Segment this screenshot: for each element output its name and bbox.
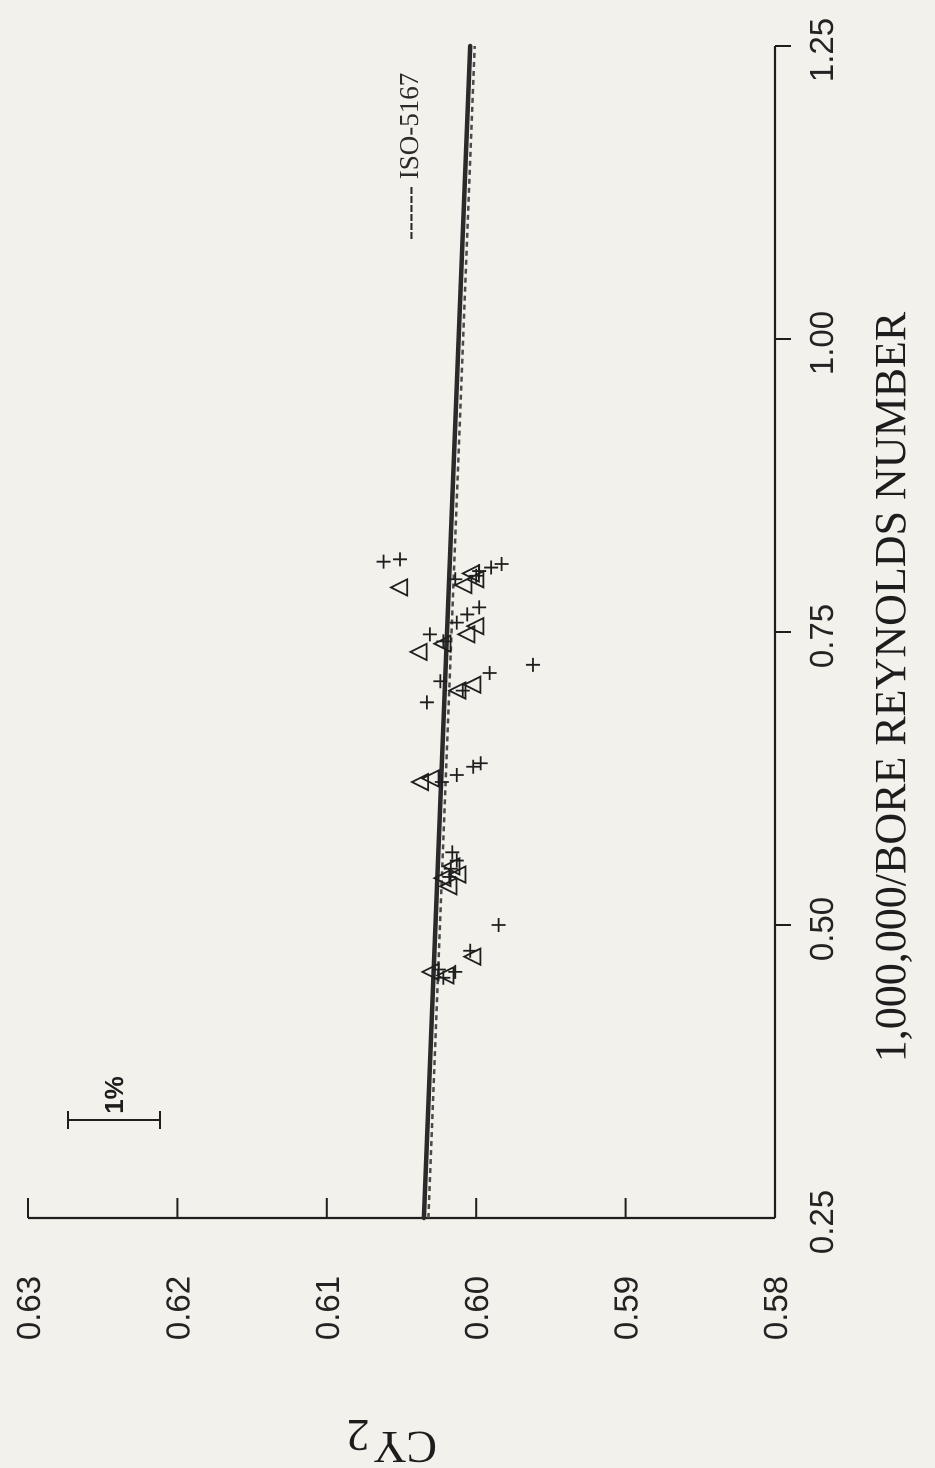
fit-line-dashed: [427, 45, 476, 1219]
fit-line-solid: [421, 43, 473, 1221]
x-tick-label: 1.00: [803, 311, 840, 375]
plus-marker: [473, 756, 488, 771]
plus-marker: [376, 554, 391, 569]
scale-bar-label: 1%: [99, 1076, 129, 1114]
triangle-marker: [441, 856, 461, 876]
triangle-marker: [420, 962, 440, 982]
y-tick-label: 0.62: [159, 1276, 196, 1340]
plus-marker: [472, 600, 487, 615]
triangle-marker: [388, 577, 409, 598]
triangle-marker: [447, 865, 467, 885]
y-tick-label: 0.59: [608, 1276, 645, 1340]
y-axis-title: CY: [373, 1422, 437, 1468]
triangle-marker: [465, 569, 485, 589]
y-tick-label: 0.60: [458, 1276, 495, 1340]
triangle-marker: [432, 634, 452, 654]
plus-marker: [466, 759, 481, 774]
plus-marker: [448, 572, 463, 587]
triangle-marker: [462, 675, 482, 695]
y-axis-title-subscript: 2: [347, 1410, 370, 1461]
plus-marker: [460, 607, 475, 622]
y-tick-label: 0.63: [10, 1276, 47, 1340]
x-tick-label: 1.25: [803, 18, 840, 82]
triangle-marker: [465, 616, 485, 636]
triangle-marker: [453, 575, 473, 595]
x-axis-title: 1,000,000/BORE REYNOLDS NUMBER: [866, 311, 915, 1062]
y-tick-label: 0.61: [309, 1276, 346, 1340]
plus-marker: [491, 918, 506, 932]
triangle-marker: [438, 876, 458, 896]
triangle-marker: [432, 868, 452, 888]
plus-marker: [445, 845, 460, 860]
plus-marker: [448, 964, 463, 979]
legend-series-name: ISO-5167: [394, 73, 424, 186]
triangle-marker: [420, 768, 440, 789]
plus-marker: [494, 557, 509, 572]
legend-dash-sample: ------: [394, 186, 424, 240]
plus-marker: [482, 666, 497, 681]
plus-marker: [455, 683, 470, 698]
plus-marker: [434, 775, 449, 790]
plus-marker: [484, 560, 499, 575]
x-tick-label: 0.25: [803, 1190, 840, 1254]
triangle-marker: [456, 624, 476, 644]
plus-marker: [419, 695, 434, 710]
plus-marker: [525, 657, 540, 672]
chart-labels: 0.25 0.50 0.75 1.00 1.25 0.58 0.59 0.60 0.61 0.62…: [10, 18, 915, 1468]
plus-marker: [449, 767, 464, 782]
triangle-marker: [462, 947, 482, 967]
plus-marker: [422, 627, 437, 642]
plus-marker: [393, 552, 408, 567]
triangle-marker: [447, 681, 467, 701]
fit-lines: [421, 43, 476, 1221]
x-tick-label: 0.75: [803, 604, 840, 668]
plus-marker: [433, 674, 448, 689]
triangle-marker: [408, 642, 428, 662]
triangle-marker: [460, 563, 480, 583]
triangle-marker: [435, 965, 455, 985]
data-points: [376, 552, 540, 985]
axes: [27, 45, 791, 1220]
y-tick-label: 0.58: [757, 1276, 794, 1340]
legend-label: ------ ISO-5167: [394, 73, 424, 240]
x-tick-label: 0.50: [803, 897, 840, 961]
plus-marker: [449, 615, 464, 630]
